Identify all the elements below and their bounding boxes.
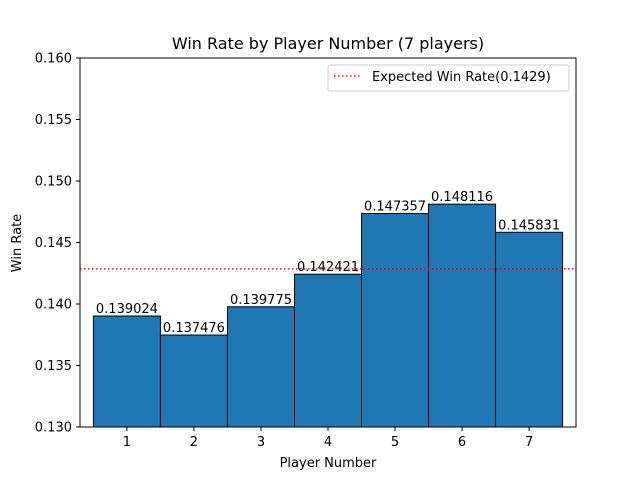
y-tick-label: 0.150 [35,175,72,190]
x-tick-label: 5 [391,435,399,450]
bar [495,231,564,428]
bar-value-label: 0.139024 [96,302,158,317]
bar-value-label: 0.145831 [498,218,560,233]
y-tick-label: 0.140 [35,298,72,313]
plot-area: 0.139024 0.137476 0.139775 0.142421 0.147357… [35,52,577,450]
bar [293,273,363,428]
bar [226,306,295,428]
bar-value-label: 0.142421 [297,260,359,275]
bar [159,334,228,428]
bar [361,213,430,428]
y-tick-label: 0.160 [35,52,72,67]
bar [92,315,161,428]
y-tick-label: 0.145 [35,236,72,251]
bar-value-label: 0.148116 [431,190,493,205]
x-tick-label: 6 [458,435,466,450]
x-tick-label: 7 [525,435,533,450]
legend: Expected Win Rate(0.1429) [327,64,570,92]
bar [428,203,497,428]
y-axis-label: Win Rate [10,214,25,272]
bar-value-label: 0.147357 [364,200,426,215]
x-tick-label: 3 [257,435,265,450]
y-tick-label: 0.135 [35,359,72,374]
x-tick-label: 1 [123,435,131,450]
x-tick-label: 2 [190,435,198,450]
bar-value-label: 0.137476 [163,321,225,336]
y-tick-label: 0.130 [35,421,72,436]
legend-box [327,64,570,92]
legend-entry-label: Expected Win Rate(0.1429) [372,70,551,85]
x-tick-label: 4 [324,435,332,450]
bar-value-label: 0.139775 [230,293,292,308]
y-tick-label: 0.155 [35,113,72,128]
x-axis-label: Player Number [280,456,377,471]
chart-title: Win Rate by Player Number (7 players) [172,34,484,53]
